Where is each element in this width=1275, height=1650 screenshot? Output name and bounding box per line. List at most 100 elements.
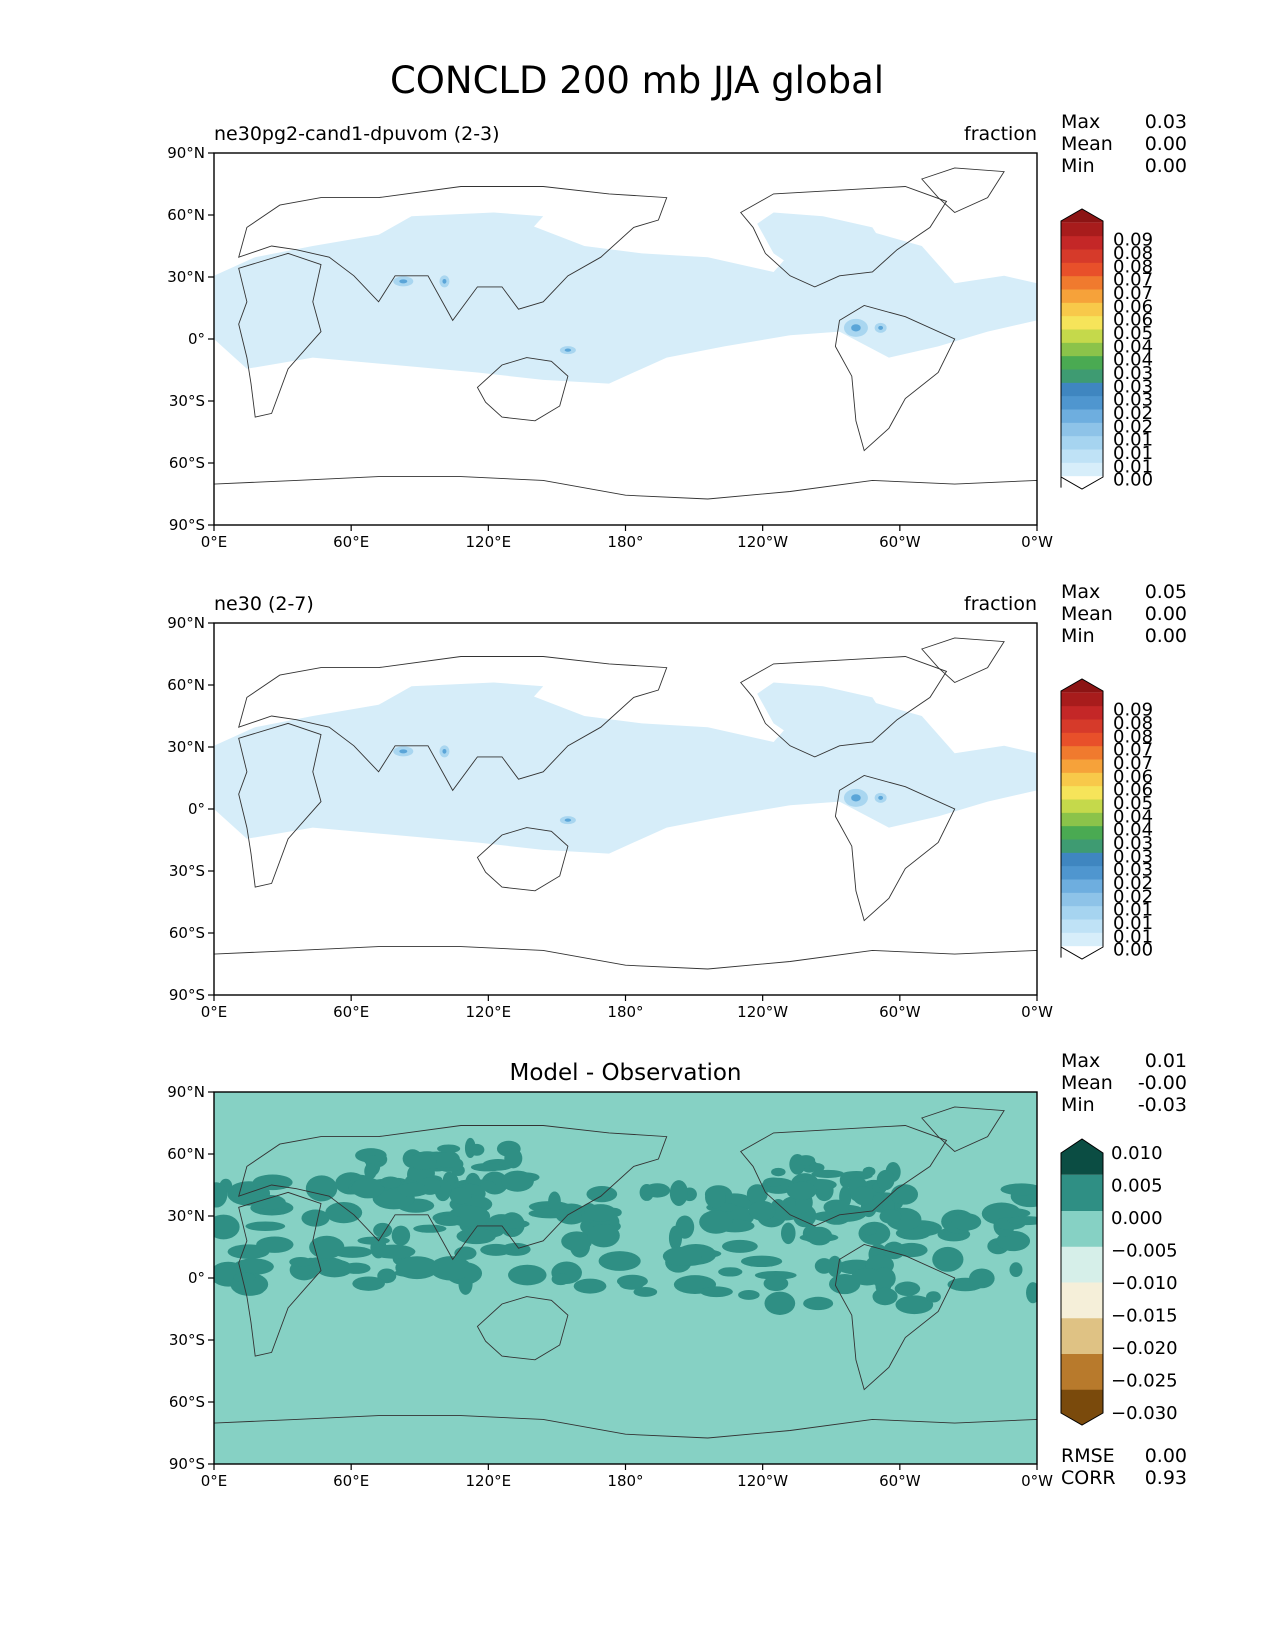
stat-value: 0.00 bbox=[1145, 1445, 1187, 1467]
positive-difference-patch bbox=[587, 1223, 620, 1248]
positive-difference-patch bbox=[429, 1256, 472, 1281]
positive-difference-patch bbox=[480, 1243, 512, 1256]
colorbar-extend-top bbox=[1061, 209, 1103, 223]
colorbar-swatch bbox=[1061, 1174, 1103, 1211]
coastline-antarctica bbox=[214, 476, 1037, 525]
colorbar-tick-label: 0.000 bbox=[1111, 1208, 1163, 1229]
colorbar-swatch bbox=[1061, 892, 1103, 907]
coastline-north-america bbox=[740, 186, 948, 288]
positive-difference-patch bbox=[397, 1182, 428, 1197]
positive-difference-patch bbox=[551, 1273, 570, 1286]
colorbar-tick-label: 0.08 bbox=[1113, 256, 1153, 277]
positive-difference-patch bbox=[501, 1170, 534, 1192]
colorbar-tick-label: 0.06 bbox=[1113, 296, 1153, 317]
colorbar-tick-label: 0.05 bbox=[1113, 793, 1153, 814]
colorbar-tick-label: 0.07 bbox=[1113, 270, 1153, 291]
colorbar-swatch bbox=[1061, 289, 1103, 303]
positive-difference-patch bbox=[721, 1239, 758, 1253]
positive-difference-patch bbox=[780, 1222, 796, 1245]
positive-difference-patch bbox=[1000, 1183, 1037, 1196]
positive-difference-patch bbox=[395, 1256, 439, 1280]
colorbar-swatch bbox=[1061, 905, 1103, 920]
stat-label: Max bbox=[1061, 111, 1100, 133]
positive-difference-patch bbox=[245, 1221, 286, 1231]
cloud-maximum-core bbox=[851, 794, 861, 802]
colorbar-extend-bottom bbox=[1061, 1389, 1103, 1425]
colorbar-swatch bbox=[1061, 932, 1103, 947]
positive-difference-patch bbox=[352, 1276, 385, 1291]
stat-value: 0.00 bbox=[1145, 155, 1187, 177]
colorbar-swatch bbox=[1061, 745, 1103, 760]
colorbar-swatch bbox=[1061, 382, 1103, 397]
colorbar-tick-label: 0.01 bbox=[1113, 926, 1153, 947]
coastline-eurasia bbox=[238, 656, 668, 792]
colorbar-swatch bbox=[1061, 235, 1103, 250]
stat-label: Mean bbox=[1061, 603, 1113, 625]
coastline-greenland bbox=[921, 1106, 1005, 1153]
cloud-field-asia bbox=[378, 212, 544, 243]
positive-difference-patch bbox=[413, 1224, 447, 1233]
colorbar-swatch bbox=[1061, 355, 1103, 370]
stat-value: 0.03 bbox=[1145, 111, 1187, 133]
lat-tick-label: 0° bbox=[188, 330, 205, 348]
lat-tick-label: 60°S bbox=[169, 924, 205, 942]
stat-label: Min bbox=[1061, 1094, 1095, 1116]
lat-tick-label: 60°N bbox=[167, 676, 205, 694]
colorbar-extend-bottom bbox=[1061, 945, 1103, 959]
positive-difference-patch bbox=[809, 1162, 825, 1173]
colorbar-extend-top bbox=[1061, 1139, 1103, 1175]
lat-tick-label: 30°N bbox=[167, 268, 205, 286]
colorbar-swatch bbox=[1061, 759, 1103, 773]
colorbar-swatch bbox=[1061, 839, 1103, 853]
positive-difference-patch bbox=[718, 1267, 743, 1277]
colorbar-outline bbox=[1060, 1138, 1104, 1426]
stat-label: CORR bbox=[1061, 1467, 1116, 1489]
lon-tick-label: 120°E bbox=[466, 1003, 512, 1021]
stat-label: Max bbox=[1061, 581, 1100, 603]
colorbar-tick-label: 0.07 bbox=[1113, 753, 1153, 774]
positive-difference-patch bbox=[746, 1184, 768, 1204]
lat-tick-label: 60°N bbox=[167, 206, 205, 224]
coastline-south-america bbox=[834, 775, 956, 922]
lon-tick-label: 180° bbox=[607, 533, 643, 551]
positive-difference-patch bbox=[373, 1222, 393, 1238]
lat-tick-label: 30°S bbox=[169, 862, 205, 880]
colorbar-swatch bbox=[1061, 1282, 1103, 1319]
lon-tick-label: 0°W bbox=[1021, 1003, 1053, 1021]
cloud-maximum-core bbox=[564, 348, 572, 352]
colorbar-swatch bbox=[1061, 395, 1103, 410]
positive-difference-patch bbox=[740, 1255, 783, 1268]
colorbar-tick-label: 0.09 bbox=[1113, 230, 1153, 251]
colorbar-swatch bbox=[1061, 435, 1103, 450]
colorbar-tick-label: 0.09 bbox=[1113, 700, 1153, 721]
positive-difference-patch bbox=[233, 1272, 256, 1283]
positive-difference-patch bbox=[851, 1268, 883, 1286]
positive-difference-patch bbox=[458, 1273, 473, 1295]
colorbar-swatch bbox=[1061, 262, 1103, 277]
positive-difference-patch bbox=[486, 1218, 530, 1229]
lat-tick-label: 90°S bbox=[169, 1455, 205, 1473]
positive-difference-patch bbox=[548, 1191, 561, 1211]
positive-difference-patch bbox=[633, 1287, 658, 1297]
positive-difference-patch bbox=[316, 1259, 353, 1278]
coastline-antarctica bbox=[214, 1415, 1037, 1464]
colorbar-swatch bbox=[1061, 1210, 1103, 1247]
coastline-north-america bbox=[740, 1125, 948, 1227]
colorbar-swatch bbox=[1061, 422, 1103, 437]
stat-value: 0.93 bbox=[1145, 1467, 1187, 1489]
stat-value: 0.00 bbox=[1145, 603, 1187, 625]
colorbar-swatch bbox=[1061, 275, 1103, 290]
colorbar-tick-label: 0.07 bbox=[1113, 740, 1153, 761]
colorbar-tick-label: 0.06 bbox=[1113, 310, 1153, 331]
positive-difference-patch bbox=[876, 1169, 895, 1191]
colorbar-swatch bbox=[1061, 1246, 1103, 1283]
positive-difference-patch bbox=[289, 1257, 313, 1267]
lat-tick-label: 30°S bbox=[169, 392, 205, 410]
positive-difference-patch bbox=[372, 1244, 416, 1259]
stat-value: -0.00 bbox=[1138, 1072, 1187, 1094]
lat-tick-label: 30°S bbox=[169, 1331, 205, 1349]
colorbar-tick-label: −0.005 bbox=[1111, 1241, 1178, 1262]
colorbar-tick-label: 0.06 bbox=[1113, 766, 1153, 787]
colorbar-swatch bbox=[1061, 409, 1103, 423]
